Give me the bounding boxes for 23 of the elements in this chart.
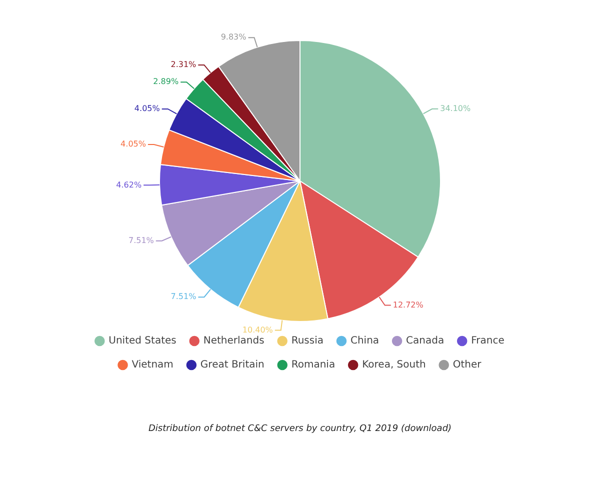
data-label: 34.10% [440, 104, 472, 114]
legend-label: Netherlands [203, 336, 264, 347]
legend-label: Great Britain [200, 360, 264, 371]
legend-label: Vietnam [132, 360, 174, 371]
legend-label: United States [108, 336, 176, 347]
data-label: 2.89% [153, 77, 179, 86]
data-label: 10.40% [242, 325, 274, 334]
data-label: 9.83% [220, 32, 247, 42]
legend-label: France [471, 336, 504, 347]
data-label: 7.51% [128, 236, 154, 245]
legend-label: Canada [406, 336, 444, 347]
legend-label: Russia [291, 336, 324, 347]
legend-label: Korea, South [362, 360, 426, 371]
data-label: 4.62% [116, 180, 142, 190]
data-label: 7.51% [170, 292, 197, 302]
data-label: 4.05% [120, 140, 146, 149]
legend-label: China [350, 336, 380, 347]
legend-label: Romania [291, 360, 336, 371]
data-label: 2.31% [170, 60, 197, 70]
text: Distribution of botnet C&C servers by country, Q1 2019 (download) [147, 424, 453, 434]
data-label: 12.72% [392, 300, 424, 310]
data-label: 4.05% [134, 104, 160, 114]
legend-label: Other [452, 360, 482, 371]
